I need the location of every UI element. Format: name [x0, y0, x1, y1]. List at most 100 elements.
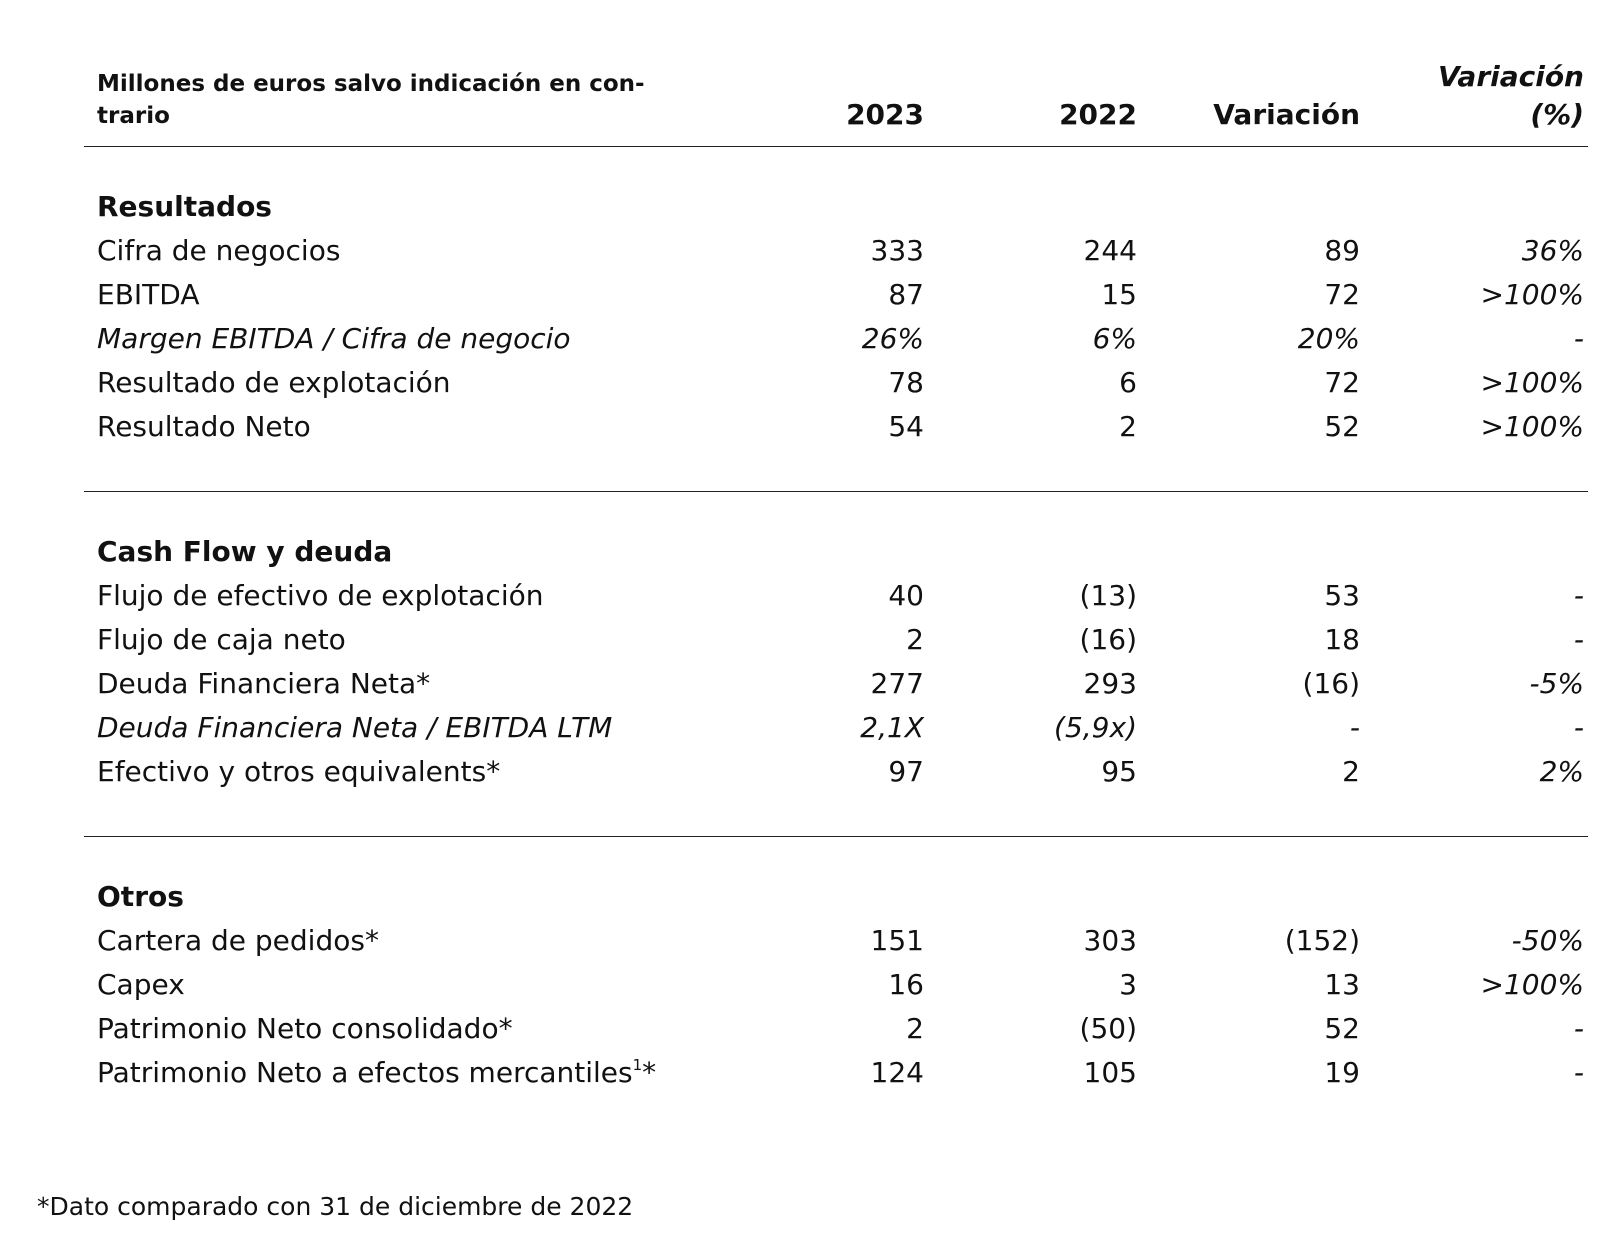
- cell-2023: 2: [906, 1012, 924, 1045]
- cell-variacion-pct: -: [1573, 711, 1584, 744]
- cell-2023: 16: [888, 968, 924, 1001]
- cell-2022: (13): [1079, 579, 1137, 612]
- table-row: Deuda Financiera Neta* 277 293 (16) -5%: [84, 662, 1588, 706]
- footnote-marker: 1: [632, 1056, 643, 1074]
- section-otros: Otros Cartera de pedidos* 151 303 (152) …: [84, 837, 1588, 1137]
- cell-2022: 3: [1119, 968, 1137, 1001]
- cell-variacion: 19: [1324, 1056, 1360, 1089]
- cell-2023: 26%: [861, 322, 924, 355]
- cell-variacion: 20%: [1297, 322, 1360, 355]
- row-label: Efectivo y otros equivalents*: [97, 755, 501, 788]
- cell-2023: 151: [870, 924, 924, 957]
- row-label: Patrimonio Neto consolidado*: [97, 1012, 513, 1045]
- section-cash-flow-y-deuda: Cash Flow y deuda Flujo de efectivo de e…: [84, 492, 1588, 837]
- cell-variacion: 89: [1324, 234, 1360, 267]
- table-row: Resultado Neto 54 2 52 >100%: [84, 405, 1588, 449]
- table-row: Patrimonio Neto consolidado* 2 (50) 52 -: [84, 1007, 1588, 1051]
- cell-variacion: 52: [1324, 410, 1360, 443]
- table-row: Resultado de explotación 78 6 72 >100%: [84, 361, 1588, 405]
- cell-variacion-pct: >100%: [1480, 278, 1584, 311]
- cell-variacion: 72: [1324, 278, 1360, 311]
- cell-2023: 277: [870, 667, 924, 700]
- cell-2022: 293: [1083, 667, 1137, 700]
- cell-variacion: 13: [1324, 968, 1360, 1001]
- cell-variacion: 72: [1324, 366, 1360, 399]
- financial-summary-table: Millones de euros salvo indicación en co…: [84, 58, 1588, 1137]
- cell-2022: (16): [1079, 623, 1137, 656]
- col-header-variacion-pct-line2: (%): [1530, 98, 1584, 131]
- table-row: EBITDA 87 15 72 >100%: [84, 273, 1588, 317]
- col-header-2023: 2023: [846, 98, 924, 131]
- cell-variacion-pct: -: [1573, 322, 1584, 355]
- cell-2022: 15: [1101, 278, 1137, 311]
- table-row: Efectivo y otros equivalents* 97 95 2 2%: [84, 750, 1588, 794]
- cell-variacion: -: [1349, 711, 1360, 744]
- section-title: Cash Flow y deuda: [97, 535, 393, 568]
- asterisk-marker: *: [642, 1056, 657, 1089]
- cell-2023: 40: [888, 579, 924, 612]
- cell-2022: 105: [1083, 1056, 1137, 1089]
- table-row: Margen EBITDA / Cifra de negocio 26% 6% …: [84, 317, 1588, 361]
- row-label: Patrimonio Neto a efectos mercantiles1*: [97, 1051, 656, 1095]
- row-label: Resultado Neto: [97, 410, 311, 443]
- table-row: Flujo de caja neto 2 (16) 18 -: [84, 618, 1588, 662]
- cell-2022: 244: [1083, 234, 1137, 267]
- cell-2022: (5,9x): [1054, 711, 1137, 744]
- row-label: Flujo de caja neto: [97, 623, 346, 656]
- units-label: Millones de euros salvo indicación en co…: [97, 68, 697, 132]
- table-row: Cartera de pedidos* 151 303 (152) -50%: [84, 919, 1588, 963]
- units-label-line1: Millones de euros salvo indicación en co…: [97, 71, 645, 97]
- row-label: Cartera de pedidos*: [97, 924, 379, 957]
- cell-2023: 2,1X: [860, 711, 924, 744]
- cell-variacion-pct: >100%: [1480, 410, 1584, 443]
- cell-variacion-pct: -50%: [1511, 924, 1584, 957]
- cell-variacion-pct: -5%: [1529, 667, 1584, 700]
- row-label: Cifra de negocios: [97, 234, 341, 267]
- table-row: Patrimonio Neto a efectos mercantiles1* …: [84, 1051, 1588, 1095]
- cell-2023: 333: [870, 234, 924, 267]
- cell-2022: 6%: [1092, 322, 1137, 355]
- cell-2023: 97: [888, 755, 924, 788]
- row-label: EBITDA: [97, 278, 200, 311]
- cell-variacion-pct: -: [1573, 1012, 1584, 1045]
- row-label: Margen EBITDA / Cifra de negocio: [97, 322, 571, 355]
- cell-variacion-pct: -: [1573, 623, 1584, 656]
- col-header-2022: 2022: [1059, 98, 1137, 131]
- cell-variacion: 2: [1342, 755, 1360, 788]
- cell-2022: 6: [1119, 366, 1137, 399]
- col-header-variacion-pct-line1: Variación: [1437, 60, 1584, 93]
- cell-variacion-pct: 2%: [1539, 755, 1584, 788]
- section-title: Resultados: [97, 190, 272, 223]
- cell-variacion-pct: >100%: [1480, 968, 1584, 1001]
- cell-2022: 2: [1119, 410, 1137, 443]
- cell-2022: (50): [1079, 1012, 1137, 1045]
- cell-2023: 124: [870, 1056, 924, 1089]
- units-label-line2: trario: [97, 103, 170, 129]
- row-label: Flujo de efectivo de explotación: [97, 579, 544, 612]
- footnote: *Dato comparado con 31 de diciembre de 2…: [37, 1192, 634, 1221]
- cell-2023: 78: [888, 366, 924, 399]
- section-resultados: Resultados Cifra de negocios 333 244 89 …: [84, 147, 1588, 492]
- cell-variacion: (152): [1284, 924, 1360, 957]
- cell-variacion-pct: 36%: [1521, 234, 1584, 267]
- row-label: Deuda Financiera Neta / EBITDA LTM: [97, 711, 613, 744]
- cell-variacion-pct: -: [1573, 579, 1584, 612]
- cell-variacion-pct: >100%: [1480, 366, 1584, 399]
- cell-2022: 303: [1083, 924, 1137, 957]
- table-row: Capex 16 3 13 >100%: [84, 963, 1588, 1007]
- section-title: Otros: [97, 880, 184, 913]
- cell-2023: 54: [888, 410, 924, 443]
- row-label: Deuda Financiera Neta*: [97, 667, 431, 700]
- table-row: Flujo de efectivo de explotación 40 (13)…: [84, 574, 1588, 618]
- cell-variacion: 18: [1324, 623, 1360, 656]
- row-label: Resultado de explotación: [97, 366, 451, 399]
- col-header-variacion-pct: Variación (%): [1438, 58, 1584, 134]
- table-row: Cifra de negocios 333 244 89 36%: [84, 229, 1588, 273]
- cell-variacion: (16): [1302, 667, 1360, 700]
- cell-variacion: 53: [1324, 579, 1360, 612]
- row-label-text: Patrimonio Neto a efectos mercantiles: [97, 1056, 633, 1089]
- cell-variacion: 52: [1324, 1012, 1360, 1045]
- row-label: Capex: [97, 968, 185, 1001]
- col-header-variacion: Variación: [1213, 98, 1360, 131]
- cell-2022: 95: [1101, 755, 1137, 788]
